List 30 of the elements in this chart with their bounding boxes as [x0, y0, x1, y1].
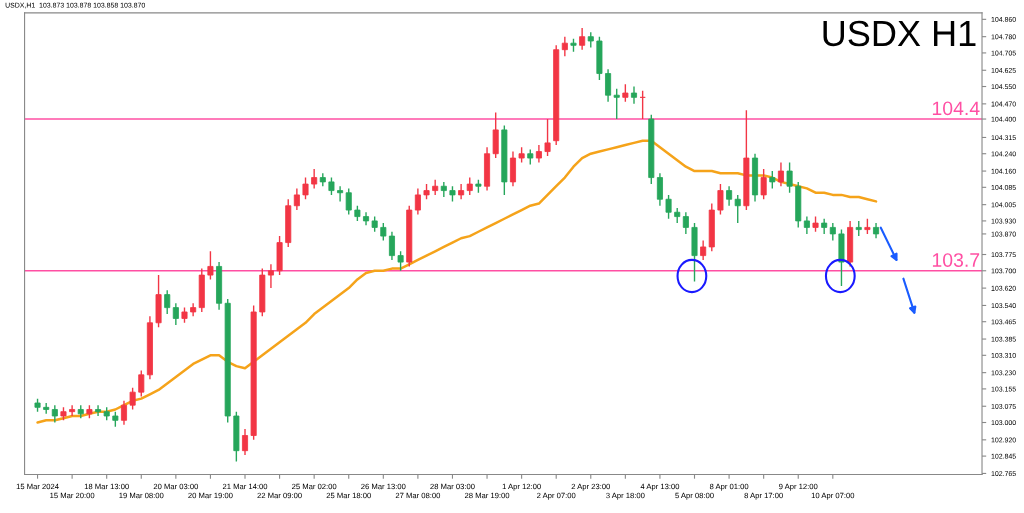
candlestick	[743, 109, 750, 211]
candlestick	[345, 187, 352, 216]
candlestick	[250, 304, 257, 441]
candlestick	[259, 267, 266, 317]
candlestick	[838, 228, 845, 287]
ref-line-label: 104.4	[932, 101, 980, 116]
candlestick	[665, 194, 672, 220]
candlestick	[786, 161, 793, 194]
candlestick	[397, 250, 404, 272]
chart-title: USDX H1	[823, 20, 976, 47]
candlestick	[596, 35, 603, 81]
candlestick	[501, 124, 508, 196]
candlestick	[224, 298, 231, 424]
candlestick	[492, 111, 499, 159]
candlestick	[613, 87, 620, 120]
candlestick	[691, 222, 698, 283]
line-series	[36, 139, 878, 424]
candlestick	[207, 250, 214, 281]
candlestick	[717, 183, 724, 216]
candlestick	[233, 410, 240, 463]
candlestick	[302, 176, 309, 200]
candlestick	[155, 274, 162, 328]
candlestick	[544, 118, 551, 157]
candlestick	[734, 194, 741, 224]
candlestick	[129, 387, 136, 411]
candlestick	[276, 235, 283, 276]
ref-line-label: 103.7	[932, 253, 980, 267]
candlestick	[138, 369, 145, 398]
candlestick	[760, 168, 767, 200]
candlestick	[648, 114, 655, 185]
